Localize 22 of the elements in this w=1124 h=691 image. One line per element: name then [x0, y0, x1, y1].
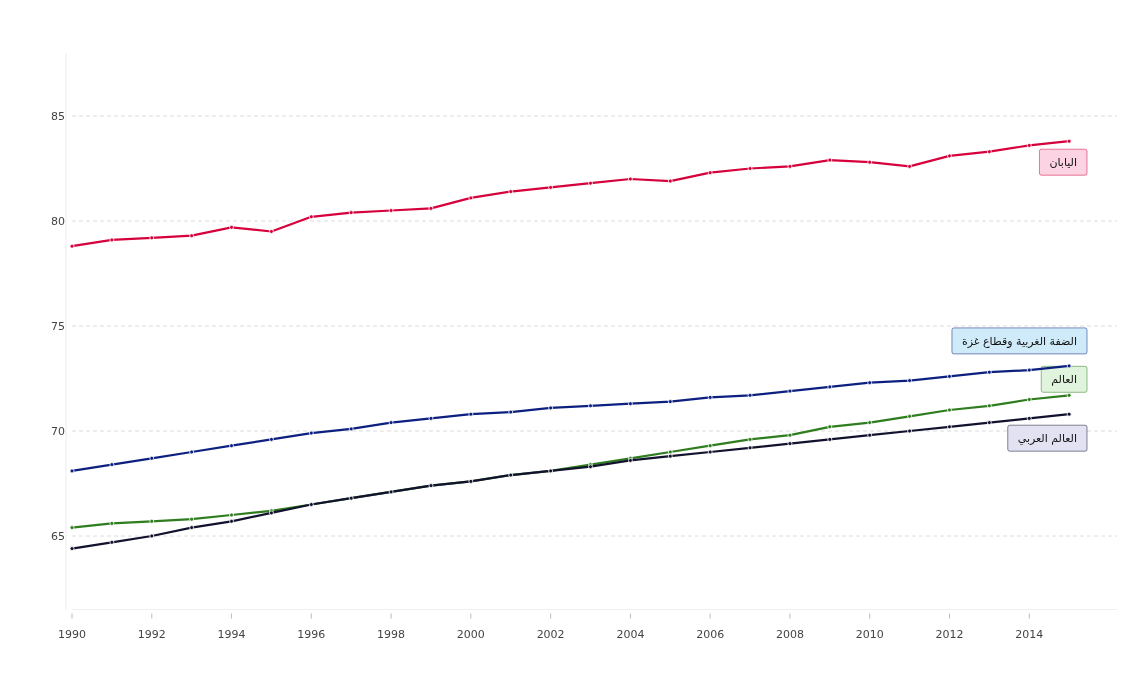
series-label: اليابان [1049, 156, 1077, 170]
x-tick-label: 1994 [217, 627, 246, 641]
series-label: الضفة الغربية وقطاع غزة [961, 334, 1077, 348]
y-tick-label: 85 [51, 110, 65, 123]
x-tick-label: 1992 [137, 627, 166, 641]
x-tick-label: 1996 [297, 627, 326, 641]
y-tick-label: 65 [51, 530, 65, 543]
x-tick-label: 2004 [616, 627, 645, 641]
x-tick-label: 2010 [855, 627, 884, 641]
series-label: العالم العربي [1017, 432, 1077, 446]
x-tick-label: 2012 [935, 627, 964, 641]
x-tick-label: 2000 [456, 627, 485, 641]
x-tick-label: 1990 [58, 627, 86, 641]
x-tick-label: 2014 [1015, 627, 1044, 641]
x-tick-label: 1998 [377, 627, 406, 641]
y-tick-label: 75 [51, 320, 65, 333]
x-tick-label: 2008 [775, 627, 804, 641]
x-tick-label: 2006 [696, 627, 725, 641]
y-tick-label: 70 [51, 425, 65, 438]
x-tick-label: 2002 [536, 627, 565, 641]
series-label: العالم [1051, 373, 1077, 387]
y-tick-label: 80 [51, 215, 65, 228]
